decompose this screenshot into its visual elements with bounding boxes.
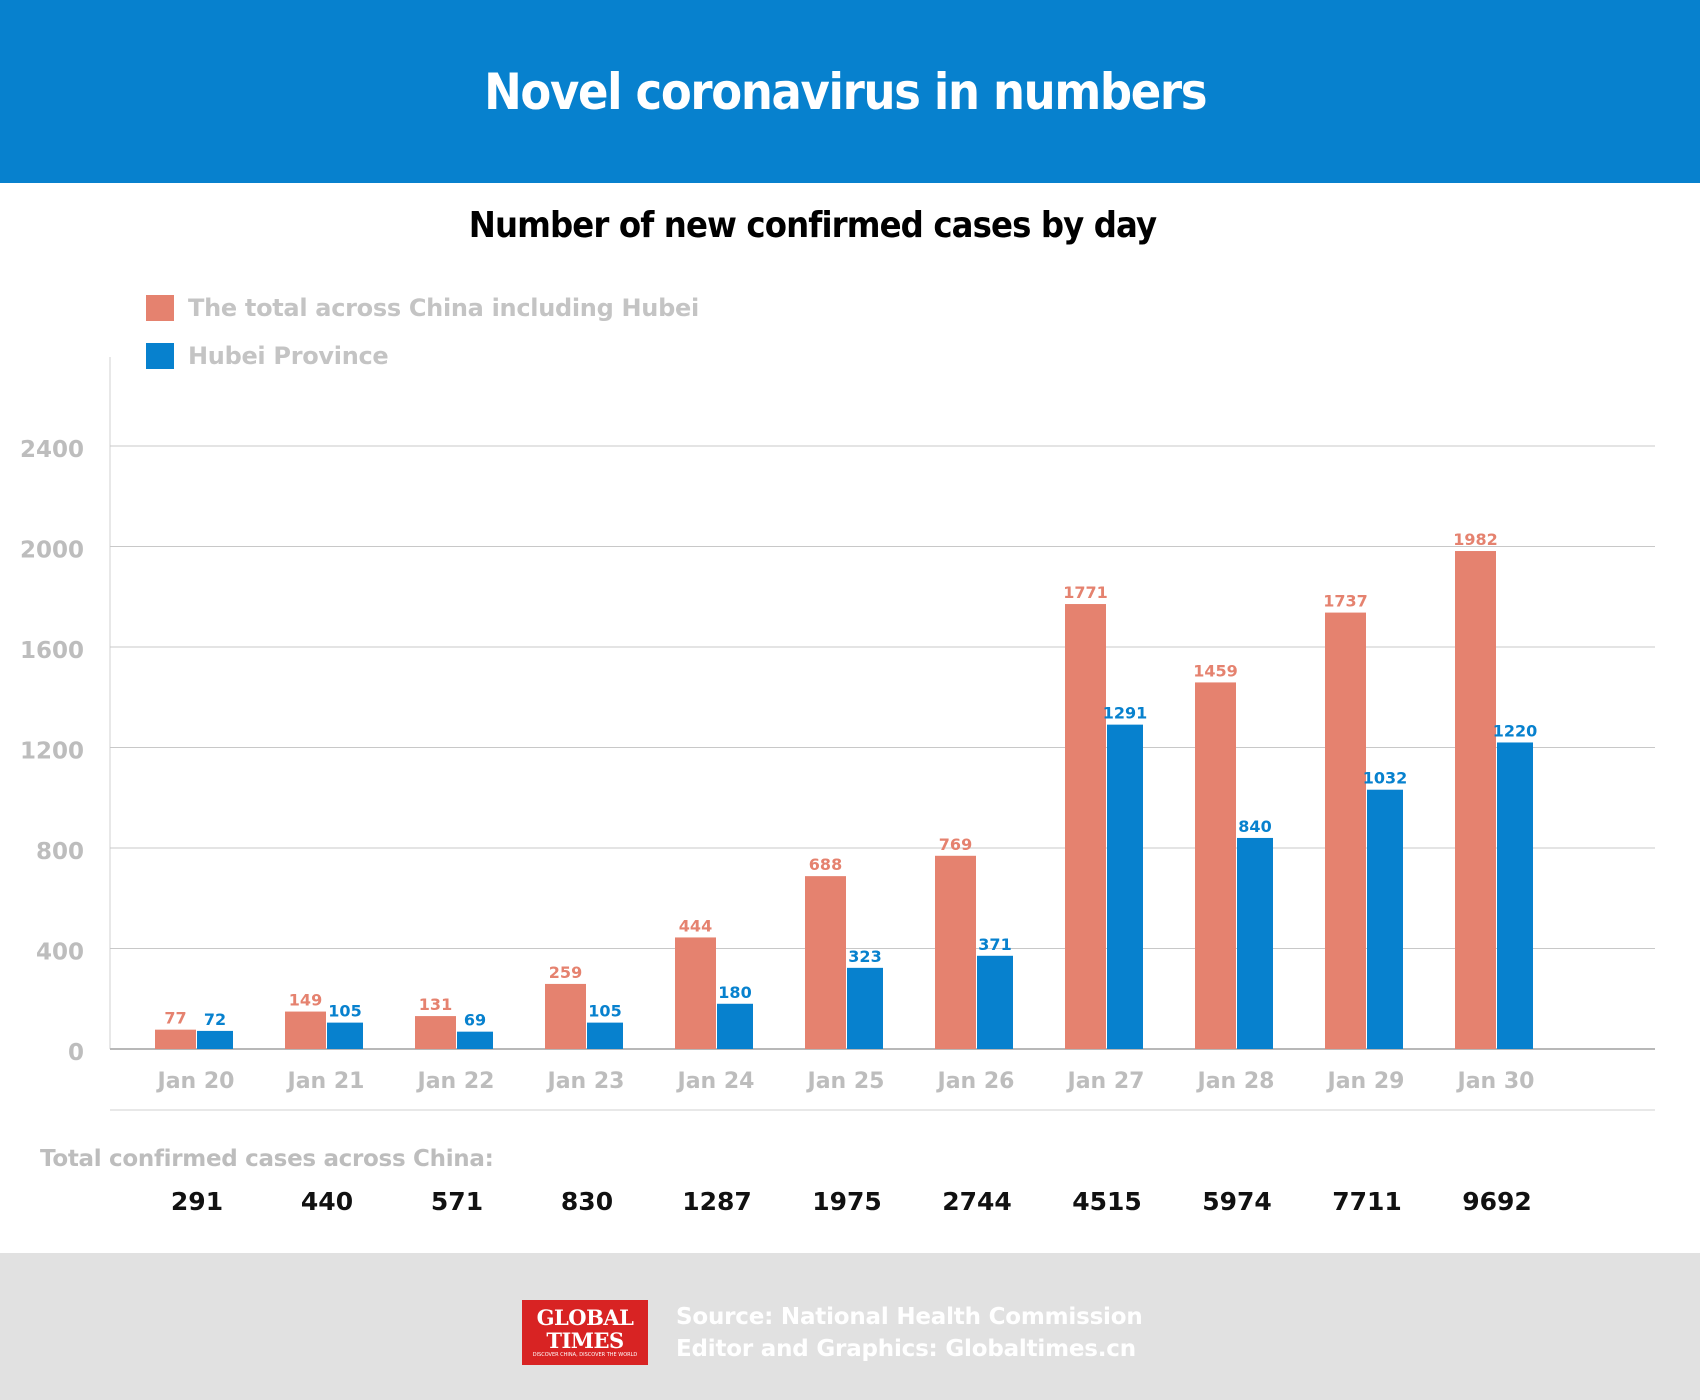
data-label-hubei-6: 371: [978, 935, 1011, 954]
footer: GLOBAL TIMES DISCOVER CHINA, DISCOVER TH…: [0, 1253, 1700, 1400]
bar-total-7: [1065, 604, 1106, 1049]
total-value-6: 2744: [942, 1187, 1012, 1216]
data-label-hubei-8: 840: [1238, 817, 1271, 836]
x-tick-label-6: Jan 26: [936, 1069, 1015, 1094]
data-label-hubei-1: 105: [328, 1002, 361, 1021]
legend-item-total: The total across China including Hubei: [146, 284, 699, 332]
global-times-logo: GLOBAL TIMES DISCOVER CHINA, DISCOVER TH…: [522, 1300, 648, 1365]
total-value-5: 1975: [812, 1187, 882, 1216]
bar-hubei-10: [1497, 742, 1533, 1049]
logo-line-2: TIMES: [546, 1328, 624, 1353]
data-label-total-7: 1771: [1063, 583, 1108, 602]
header-banner: Novel coronavirus in numbers: [0, 0, 1700, 183]
bar-hubei-2: [457, 1031, 493, 1049]
x-tick-label-8: Jan 28: [1196, 1069, 1275, 1094]
bar-hubei-0: [197, 1030, 233, 1049]
data-label-hubei-4: 180: [718, 983, 751, 1002]
legend-item-hubei: Hubei Province: [146, 332, 699, 380]
total-value-4: 1287: [682, 1187, 752, 1216]
legend-swatch-total: [146, 295, 174, 321]
x-tick-label-3: Jan 23: [546, 1069, 625, 1094]
total-value-8: 5974: [1202, 1187, 1272, 1216]
bar-hubei-8: [1237, 837, 1273, 1049]
legend-swatch-hubei: [146, 343, 174, 369]
chart-title: Number of new confirmed cases by day: [468, 205, 1157, 246]
source-text: Source: National Health Commission: [676, 1304, 1143, 1330]
x-tick-label-4: Jan 24: [676, 1069, 755, 1094]
x-tick-label-5: Jan 25: [806, 1069, 885, 1094]
total-value-9: 7711: [1332, 1187, 1402, 1216]
data-label-total-2: 131: [419, 995, 452, 1014]
bar-total-5: [805, 876, 846, 1049]
legend-label-total: The total across China including Hubei: [188, 294, 699, 322]
y-tick-label-400: 400: [36, 940, 84, 966]
bar-total-9: [1325, 612, 1366, 1049]
bar-total-8: [1195, 682, 1236, 1049]
bar-total-0: [155, 1029, 196, 1049]
x-tick-label-7: Jan 27: [1066, 1069, 1145, 1094]
x-tick-label-10: Jan 30: [1456, 1069, 1535, 1094]
page-title: Novel coronavirus in numbers: [483, 62, 1207, 121]
data-label-total-6: 769: [939, 835, 972, 854]
bar-hubei-5: [847, 967, 883, 1049]
data-label-hubei-9: 1032: [1363, 769, 1408, 788]
data-label-hubei-5: 323: [848, 947, 881, 966]
bar-total-3: [545, 983, 586, 1049]
y-tick-label-2400: 2400: [20, 437, 84, 463]
credits: Source: National Health Commission Edito…: [676, 1301, 1143, 1365]
y-tick-label-2000: 2000: [20, 538, 84, 564]
total-value-10: 9692: [1462, 1187, 1532, 1216]
bar-total-6: [935, 855, 976, 1049]
data-label-hubei-0: 72: [204, 1010, 226, 1029]
bar-total-2: [415, 1016, 456, 1049]
logo-tagline: DISCOVER CHINA, DISCOVER THE WORLD: [532, 1352, 638, 1358]
x-tick-label-1: Jan 21: [286, 1069, 365, 1094]
y-tick-label-0: 0: [68, 1040, 84, 1066]
totals-label: Total confirmed cases across China:: [40, 1146, 494, 1172]
x-tick-label-0: Jan 20: [156, 1069, 235, 1094]
data-label-total-10: 1982: [1453, 530, 1498, 549]
x-tick-label-9: Jan 29: [1326, 1069, 1405, 1094]
bar-hubei-7: [1107, 724, 1143, 1049]
y-tick-label-1600: 1600: [20, 638, 84, 664]
legend-label-hubei: Hubei Province: [188, 342, 389, 370]
total-value-2: 571: [430, 1187, 484, 1216]
data-label-hubei-10: 1220: [1493, 721, 1538, 740]
data-label-total-3: 259: [549, 963, 582, 982]
total-value-7: 4515: [1072, 1187, 1142, 1216]
data-label-total-9: 1737: [1323, 592, 1368, 611]
data-label-total-5: 688: [809, 855, 842, 874]
total-value-0: 291: [170, 1187, 224, 1216]
data-label-total-0: 77: [164, 1009, 186, 1028]
data-label-hubei-7: 1291: [1103, 704, 1148, 723]
chart-legend: The total across China including Hubei H…: [146, 284, 699, 380]
total-value-1: 440: [300, 1187, 354, 1216]
editor-text: Editor and Graphics: Globaltimes.cn: [676, 1336, 1136, 1362]
bar-hubei-1: [327, 1022, 363, 1049]
bar-hubei-6: [977, 955, 1013, 1049]
bar-total-1: [285, 1011, 326, 1049]
bar-total-10: [1455, 551, 1496, 1049]
bar-hubei-9: [1367, 789, 1403, 1049]
data-label-total-1: 149: [289, 991, 322, 1010]
bar-chart: 0 400 800 1200 1600 2000 2400 77 72 Jan 20 149 105 J…: [20, 357, 1655, 1111]
bar-hubei-3: [587, 1022, 623, 1049]
logo-line-1: GLOBAL: [536, 1305, 634, 1330]
bar-hubei-4: [717, 1003, 753, 1049]
data-label-hubei-2: 69: [464, 1011, 486, 1030]
y-tick-label-800: 800: [36, 839, 84, 865]
data-label-hubei-3: 105: [588, 1002, 621, 1021]
data-label-total-4: 444: [679, 916, 712, 935]
x-tick-label-2: Jan 22: [416, 1069, 495, 1094]
y-tick-label-1200: 1200: [20, 739, 84, 765]
total-value-3: 830: [560, 1187, 614, 1216]
bar-total-4: [675, 937, 716, 1049]
data-label-total-8: 1459: [1193, 661, 1238, 680]
